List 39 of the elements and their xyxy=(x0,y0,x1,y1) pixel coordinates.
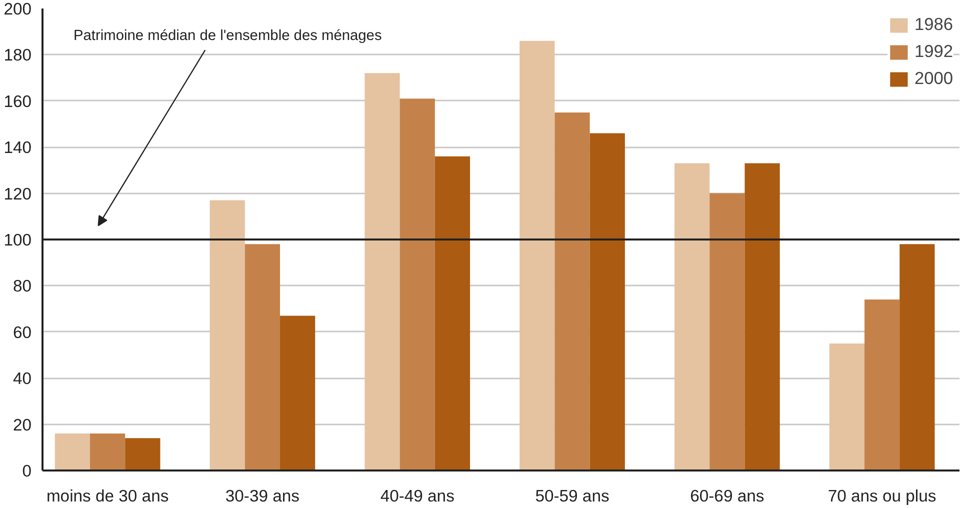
bar xyxy=(554,112,590,470)
bar xyxy=(364,73,400,470)
bar xyxy=(864,300,900,470)
y-tick-label: 120 xyxy=(4,184,32,204)
bar xyxy=(520,40,555,470)
bar xyxy=(434,156,470,470)
x-tick-label: 70 ans ou plus xyxy=(828,486,936,506)
bar xyxy=(210,200,245,470)
x-tick-label: 30-39 ans xyxy=(225,486,300,506)
bar xyxy=(280,316,316,470)
y-tick-label: 40 xyxy=(12,369,32,388)
bar xyxy=(400,98,435,470)
y-tick-label: 140 xyxy=(4,138,32,158)
legend-label: 1986 xyxy=(914,14,953,35)
bar xyxy=(54,434,90,470)
bar xyxy=(90,434,126,470)
bar xyxy=(710,193,745,470)
y-tick-label: 160 xyxy=(4,92,32,111)
legend-label: 2000 xyxy=(914,68,953,89)
y-tick-label: 80 xyxy=(12,276,32,296)
bar xyxy=(744,163,780,470)
y-tick-label: 100 xyxy=(4,230,32,250)
legend-label: 1992 xyxy=(914,41,953,62)
bar xyxy=(590,133,625,470)
bar xyxy=(244,244,280,470)
bar xyxy=(900,244,935,470)
bar xyxy=(674,163,710,470)
annotation: Patrimoine médian de l'ensemble des ménages xyxy=(73,28,382,44)
x-tick-label: 50-59 ans xyxy=(535,486,610,506)
bar xyxy=(829,343,864,470)
x-tick-label: 60-69 ans xyxy=(690,486,764,506)
y-tick-label: 60 xyxy=(12,322,32,342)
y-tick-label: 20 xyxy=(12,415,32,434)
x-tick-label: 40-49 ans xyxy=(380,486,454,506)
y-tick-label: 200 xyxy=(4,0,32,18)
y-tick-label: 180 xyxy=(4,46,32,65)
y-tick-label: 0 xyxy=(22,462,32,480)
x-tick-label: moins de 30 ans xyxy=(46,486,169,506)
bar xyxy=(125,438,160,470)
